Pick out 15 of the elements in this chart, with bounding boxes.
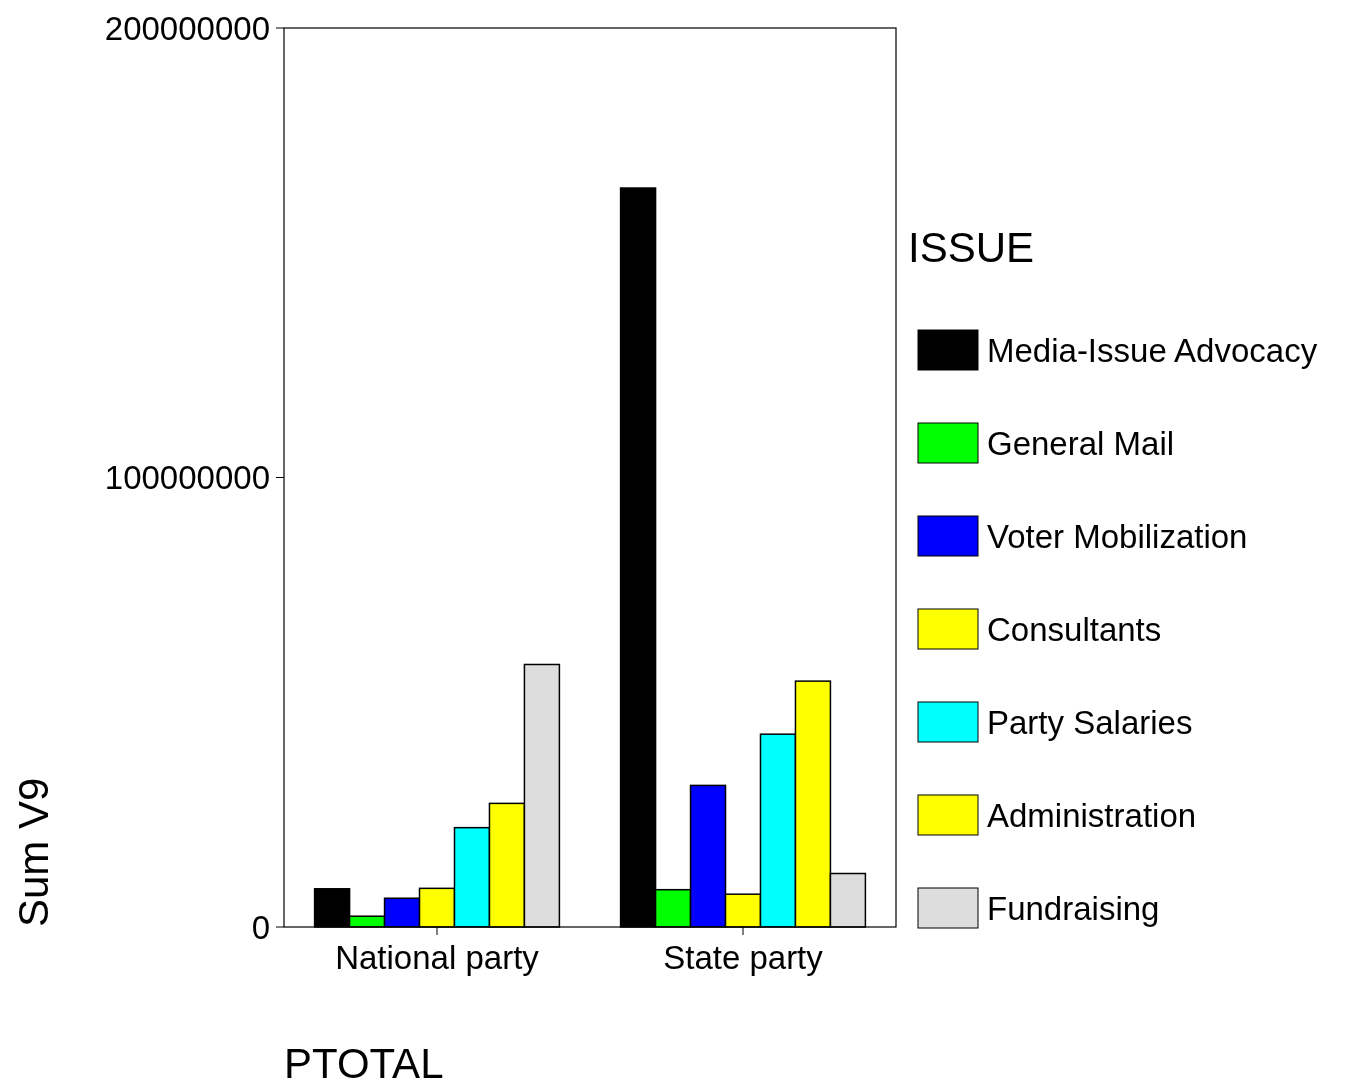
x-tick-label: State party bbox=[663, 939, 824, 976]
y-tick-label: 0 bbox=[251, 908, 270, 946]
legend-title: ISSUE bbox=[908, 224, 1035, 271]
y-tick-label: 100000000 bbox=[104, 459, 270, 497]
legend-label: Media-Issue Advocacy bbox=[987, 331, 1318, 369]
legend-label: Fundraising bbox=[987, 889, 1160, 927]
y-tick-label: 200000000 bbox=[104, 9, 270, 47]
legend-label: Voter Mobilization bbox=[987, 517, 1248, 555]
legend-label: Administration bbox=[987, 796, 1197, 834]
legend-label: Consultants bbox=[987, 610, 1162, 648]
x-tick-label: National party bbox=[335, 939, 540, 976]
y-axis-title: Sum V9 bbox=[10, 777, 57, 927]
x-axis-title: PTOTAL bbox=[284, 1040, 444, 1085]
legend-label: General Mail bbox=[987, 424, 1175, 462]
legend-label: Party Salaries bbox=[987, 703, 1193, 741]
